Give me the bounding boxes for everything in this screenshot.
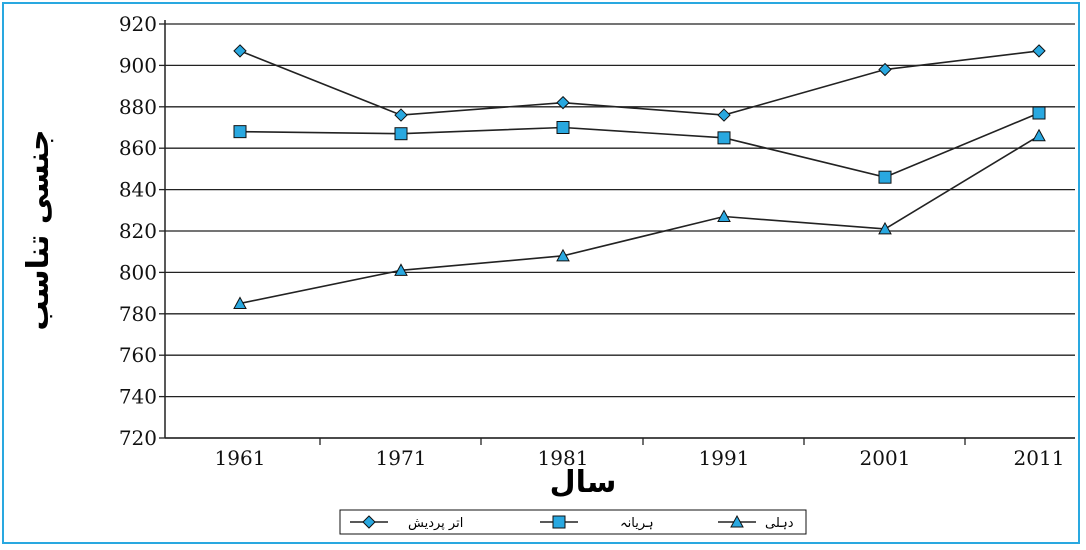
data-point-diamond: [556, 95, 570, 110]
y-tick-labels: 720 740 760 780 800 820 840 860 880 900 920: [119, 12, 157, 450]
x-tick-labels: 1961 1971 1981 1991 2001 2011: [215, 446, 1065, 470]
series-group: [233, 44, 1046, 309]
legend-label: اتر پردیش: [408, 516, 463, 531]
series-line: [239, 112, 1040, 179]
y-tick-label: 880: [119, 95, 157, 119]
series-2: [233, 128, 1046, 309]
x-tick-label: 1961: [215, 446, 266, 470]
data-point-square: [1032, 106, 1046, 120]
data-point-square: [878, 170, 892, 184]
data-point-diamond: [1032, 44, 1046, 58]
data-point-square: [717, 131, 731, 145]
data-point-square: [556, 121, 570, 134]
y-tick-label: 820: [119, 219, 157, 243]
legend-label: ہریانہ: [620, 516, 654, 531]
data-point-diamond: [717, 108, 731, 122]
x-tick-label: 2001: [860, 446, 911, 470]
legend-marker-diamond: [362, 515, 376, 529]
legend-marker-square: [552, 515, 566, 529]
y-tick-label: 800: [119, 260, 157, 284]
data-point-triangle: [1032, 128, 1046, 142]
axes: [159, 20, 1075, 445]
series-line: [239, 50, 1040, 116]
series-line: [239, 135, 1040, 305]
y-tick-label: 720: [119, 426, 157, 450]
data-point-square: [394, 127, 408, 141]
data-point-triangle: [394, 263, 408, 276]
y-tick-label: 780: [119, 302, 157, 326]
legend-label: دہلی: [765, 516, 794, 531]
x-tick-label: 1991: [699, 446, 750, 470]
data-point-diamond: [233, 44, 247, 58]
x-tick-label: 1971: [376, 446, 427, 470]
data-point-triangle: [233, 296, 247, 309]
x-tick-label: 2011: [1014, 446, 1065, 470]
legend: اتر پردیش ہریانہ دہلی: [339, 509, 807, 535]
y-tick-label: 860: [119, 136, 157, 160]
y-axis-title: جنسی تناسب: [21, 129, 56, 330]
x-tick-label: 1981: [538, 446, 589, 470]
data-point-triangle: [717, 209, 731, 223]
y-tick-label: 840: [119, 178, 157, 202]
data-point-diamond: [878, 62, 892, 77]
data-point-triangle: [556, 248, 570, 262]
series-0: [233, 44, 1046, 122]
x-axis-title: سال: [550, 465, 617, 500]
y-tick-label: 760: [119, 343, 157, 367]
data-point-triangle: [878, 221, 892, 235]
gridlines: [165, 23, 1075, 439]
y-tick-label: 740: [119, 385, 157, 409]
y-tick-label: 900: [119, 53, 157, 77]
data-point-diamond: [394, 108, 408, 122]
y-tick-label: 920: [119, 12, 157, 36]
legend-marker-triangle: [730, 514, 744, 528]
data-point-square: [233, 125, 247, 139]
series-1: [233, 106, 1046, 184]
